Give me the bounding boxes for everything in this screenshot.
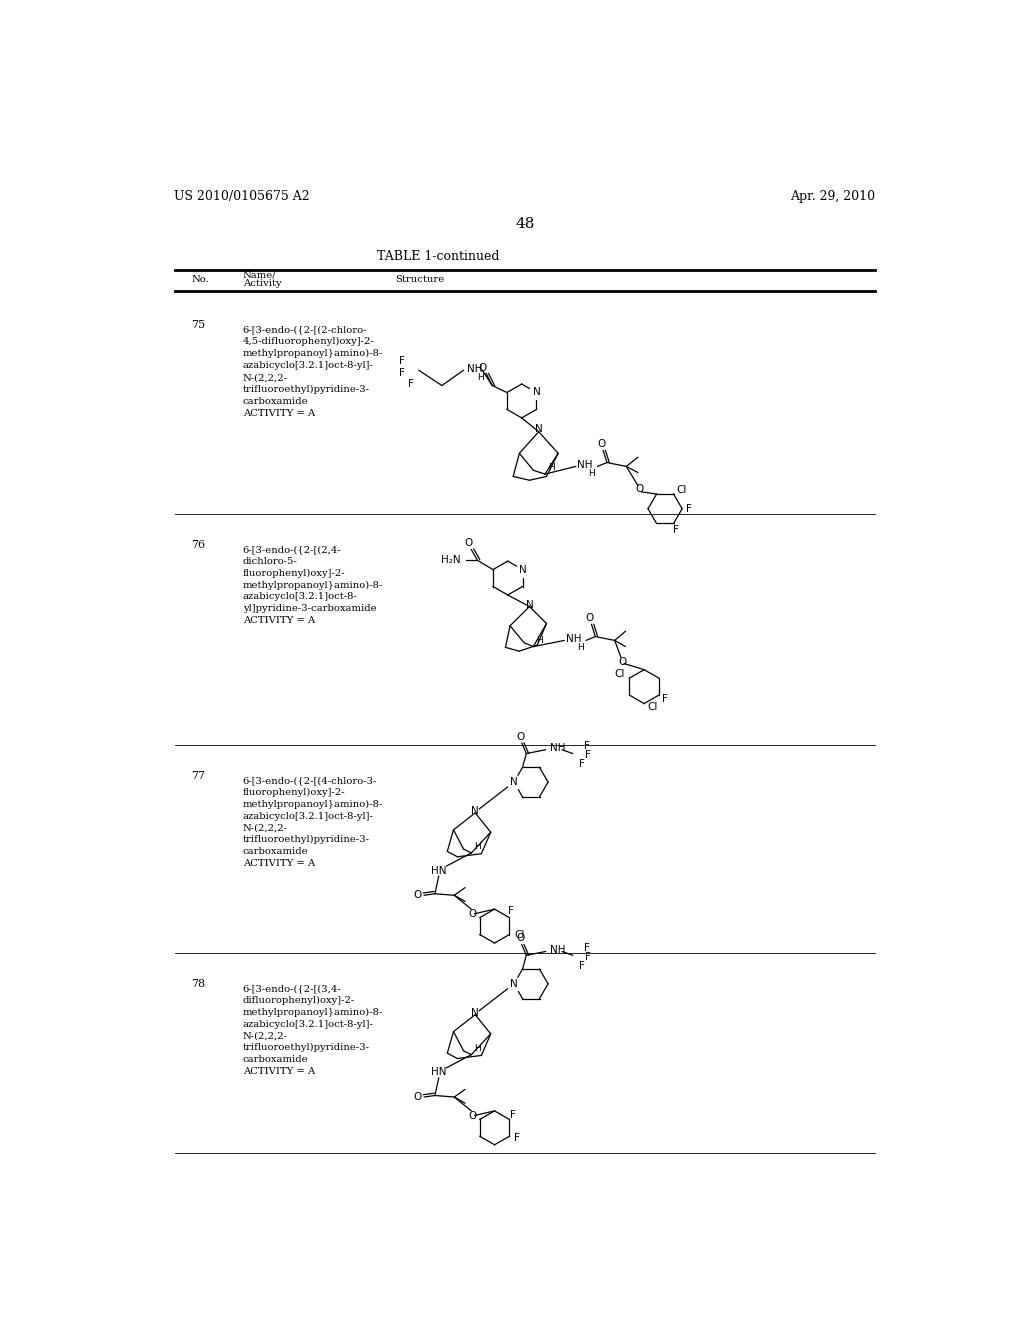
Text: N: N [510,979,518,989]
Text: Cl: Cl [647,702,657,713]
Text: O: O [516,731,524,742]
Text: O: O [516,933,524,944]
Text: F: F [508,907,514,916]
Text: F: F [586,750,591,760]
Text: H₂N: H₂N [440,556,461,565]
Text: Cl: Cl [676,486,686,495]
Text: H: H [577,643,584,652]
Text: O: O [597,440,605,449]
Text: NH: NH [550,945,565,954]
Text: F: F [514,1133,520,1143]
Text: H: H [474,1044,481,1053]
Text: Cl: Cl [614,669,625,680]
Text: Name/: Name/ [243,271,276,280]
Text: H: H [474,842,481,851]
Text: F: F [673,524,679,535]
Text: Structure: Structure [395,275,444,284]
Text: N: N [471,807,479,816]
Text: 6-[3-endo-({2-[(4-chloro-3-
fluorophenyl)oxy]-2-
methylpropanoyl}amino)-8-
azabi: 6-[3-endo-({2-[(4-chloro-3- fluorophenyl… [243,776,383,869]
Text: O: O [414,1092,422,1102]
Text: H: H [537,636,543,645]
Text: NH: NH [566,634,582,644]
Text: NH: NH [578,459,593,470]
Text: H: H [548,463,555,473]
Text: US 2010/0105675 A2: US 2010/0105675 A2 [174,190,310,203]
Text: F: F [580,759,585,770]
Text: 48: 48 [515,216,535,231]
Text: N: N [535,425,543,434]
Text: F: F [510,1110,515,1119]
Text: O: O [586,612,594,623]
Text: N: N [510,777,518,787]
Text: F: F [398,356,404,366]
Text: N: N [525,601,534,610]
Text: 6-[3-endo-({2-[(2-chloro-
4,5-difluorophenyl)oxy]-2-
methylpropanoyl}amino)-8-
a: 6-[3-endo-({2-[(2-chloro- 4,5-difluoroph… [243,326,383,417]
Text: O: O [635,484,644,495]
Text: Cl: Cl [514,929,524,940]
Text: HN: HN [431,866,446,875]
Text: NH: NH [467,364,482,375]
Text: F: F [686,504,692,513]
Text: Apr. 29, 2010: Apr. 29, 2010 [790,190,876,203]
Text: O: O [464,539,472,548]
Text: 77: 77 [191,771,206,781]
Text: 6-[3-endo-({2-[(2,4-
dichloro-5-
fluorophenyl)oxy]-2-
methylpropanoyl}amino)-8-
: 6-[3-endo-({2-[(2,4- dichloro-5- fluorop… [243,545,383,626]
Text: O: O [479,363,487,372]
Text: O: O [469,908,477,919]
Text: F: F [398,368,404,379]
Text: Activity: Activity [243,280,282,288]
Text: 75: 75 [191,321,206,330]
Text: N: N [532,388,541,397]
Text: N: N [518,565,526,574]
Text: H: H [589,469,595,478]
Text: F: F [408,379,414,389]
Text: TABLE 1-continued: TABLE 1-continued [377,249,500,263]
Text: O: O [414,890,422,900]
Text: O: O [469,1110,477,1121]
Text: NH: NH [550,743,565,754]
Text: HN: HN [431,1068,446,1077]
Text: 6-[3-endo-({2-[(3,4-
difluorophenyl)oxy]-2-
methylpropanoyl}amino)-8-
azabicyclo: 6-[3-endo-({2-[(3,4- difluorophenyl)oxy]… [243,983,383,1076]
Text: No.: No. [191,275,209,284]
Text: 76: 76 [191,540,206,550]
Text: O: O [618,657,627,667]
Text: F: F [584,942,590,953]
Text: F: F [580,961,585,972]
Text: F: F [584,741,590,751]
Text: H: H [477,372,484,381]
Text: N: N [471,1008,479,1018]
Text: 78: 78 [191,979,206,989]
Text: F: F [662,694,668,704]
Text: F: F [586,952,591,962]
